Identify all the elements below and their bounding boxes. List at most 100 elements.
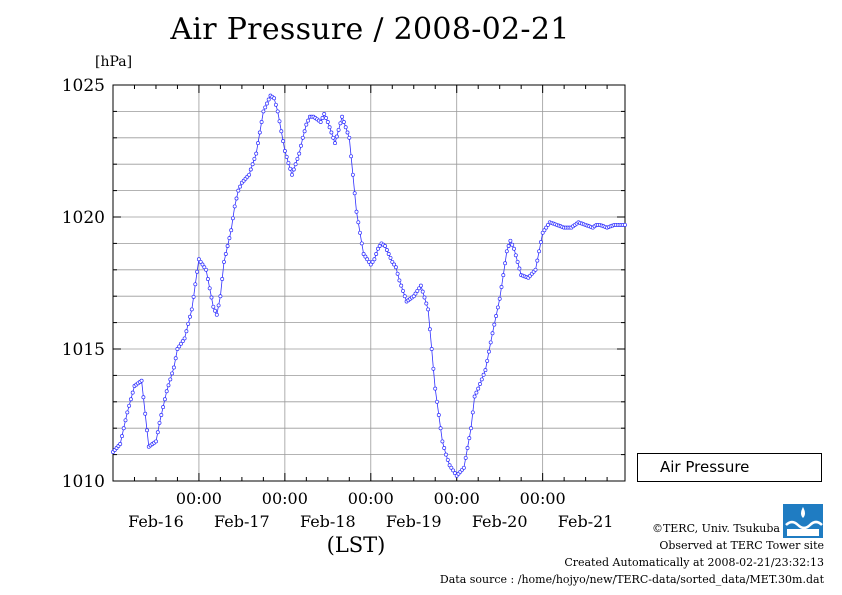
x-date-label: Feb-17 [214,512,270,531]
data-point [365,257,370,262]
data-point [272,96,277,101]
data-point [168,377,173,382]
data-point [350,172,355,177]
x-date-label: Feb-21 [558,512,614,531]
data-point [426,307,431,312]
data-point [481,372,486,377]
data-point [125,410,130,415]
data-point [227,236,232,241]
x-date-label: Feb-18 [300,512,356,531]
data-point [299,143,303,148]
data-point [370,259,375,264]
data-point [345,130,350,135]
data-point [162,397,167,402]
data-point [222,259,226,264]
data-point [265,101,269,106]
data-point [261,109,266,114]
data-point [266,97,271,102]
data-point [170,371,175,376]
data-point [546,222,550,227]
data-point [495,305,500,310]
data-point [123,418,128,423]
data-point [341,120,346,124]
data-point [179,341,183,346]
x-date-label: Feb-20 [472,512,528,531]
data-point [467,436,472,441]
data-point [290,172,294,177]
data-point [472,394,477,399]
data-point [120,434,124,439]
data-point [209,295,214,300]
data-point [510,242,515,247]
data-point [478,382,482,386]
data-point [340,114,345,119]
data-point [499,285,504,289]
data-point [127,403,132,408]
data-point [417,286,422,291]
data-point [399,283,404,288]
data-point [191,294,196,299]
data-point [376,246,380,251]
data-point [248,167,253,172]
data-point [488,340,493,345]
data-point [470,410,475,415]
data-point [304,122,309,127]
data-point [232,204,237,209]
data-point [198,259,203,264]
data-point [388,255,393,260]
data-point [374,252,379,256]
x-tick-label: 00:00 [262,489,308,508]
data-point [186,321,191,326]
data-point [476,386,481,391]
data-point [291,167,296,172]
data-point [200,262,205,267]
data-point [363,254,368,259]
data-point [279,129,284,134]
data-point [413,291,418,296]
data-point [171,365,176,370]
data-point [325,120,330,124]
data-point [256,141,260,146]
data-point [463,455,468,460]
data-point [161,405,166,410]
y-tick-label: 1010 [62,472,105,492]
data-point [327,125,332,130]
data-point [207,286,212,291]
data-point [177,344,182,349]
data-point [281,139,286,144]
data-point [204,267,209,272]
terc-logo [783,504,823,538]
data-point [483,368,488,373]
data-point [302,129,307,134]
data-point [189,307,194,312]
data-point [254,151,259,156]
axis-ticks [113,84,625,482]
data-point [320,116,325,120]
data-point [354,209,359,214]
data-point [490,331,495,336]
data-point [540,230,545,235]
data-point [252,156,257,161]
data-point [533,267,538,272]
series-layer [111,93,627,478]
data-point [431,366,436,371]
data-point [361,252,366,256]
data-point [485,358,490,363]
data-point [277,119,282,124]
data-point [445,457,450,462]
data-point [444,452,448,457]
data-point [293,162,298,167]
data-point [501,273,506,278]
data-point [300,135,305,140]
data-point [537,249,542,254]
data-point [418,283,423,288]
data-point [479,377,484,382]
data-point [331,135,336,140]
chart-title: Air Pressure / 2008-02-21 [170,12,570,47]
data-point [465,446,470,450]
data-point [347,135,352,140]
data-point [440,439,445,444]
data-point [358,230,362,235]
data-point [118,442,123,446]
